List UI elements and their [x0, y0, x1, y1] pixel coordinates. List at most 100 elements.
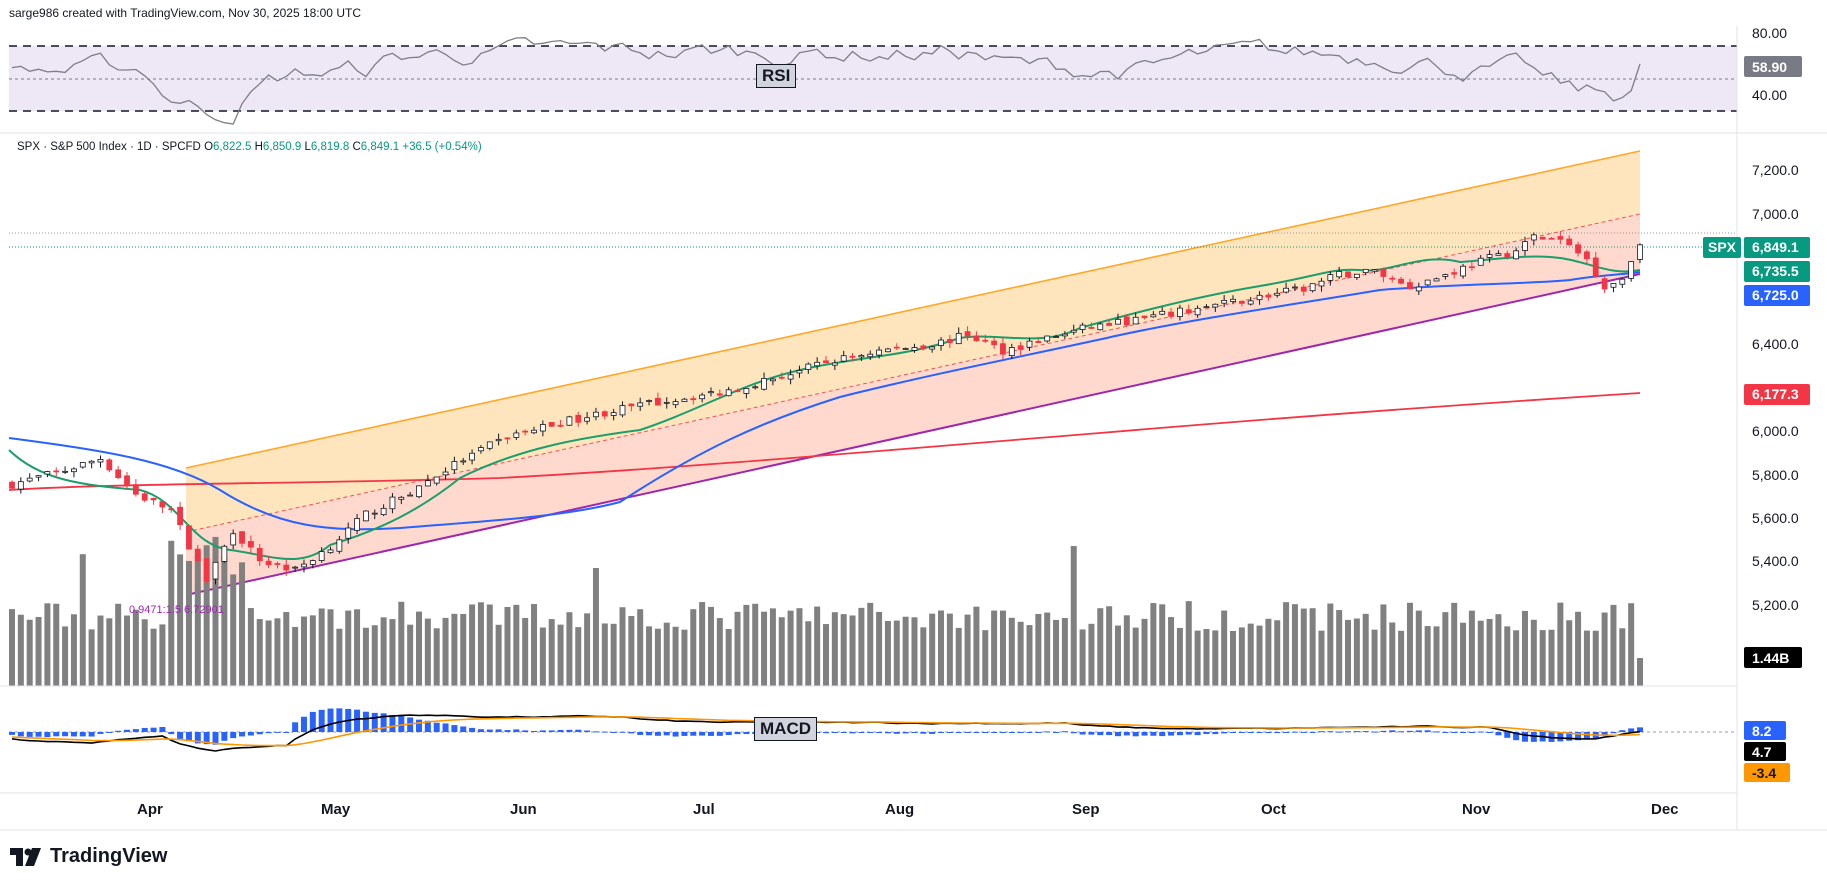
volume-bar [424, 618, 431, 686]
volume-bar [1389, 622, 1396, 686]
volume-bar [1008, 617, 1015, 686]
macd-histogram-bar [88, 732, 95, 737]
candle-body [1460, 265, 1466, 277]
volume-bar [371, 625, 378, 686]
candle-body [575, 414, 582, 423]
volume-bar [876, 611, 883, 686]
macd-histogram-bar [1106, 732, 1113, 736]
volume-bar [823, 624, 829, 686]
tradingview-logo[interactable]: TradingView [10, 845, 167, 868]
candle-body [1486, 254, 1493, 258]
volume-bar [1380, 604, 1387, 686]
chart-credit: sarge986 created with TradingView.com, N… [9, 6, 361, 20]
volume-bar [955, 627, 962, 686]
candle-body [53, 470, 60, 473]
macd-histogram-bar [1601, 732, 1608, 736]
volume-bar [1521, 610, 1528, 686]
macd-histogram-bar [831, 732, 838, 733]
candle-body [690, 398, 697, 401]
volume-bar [1424, 626, 1431, 686]
candle-body [177, 506, 184, 526]
candle-body [504, 437, 511, 440]
candle-body [1123, 316, 1130, 326]
volume-bar [1442, 612, 1449, 686]
volume-bar [1026, 625, 1033, 686]
volume-bar [592, 567, 599, 686]
candle-body [796, 370, 803, 374]
candle-body [380, 507, 387, 516]
volume-bars [9, 536, 1643, 686]
volume-bar [26, 619, 33, 686]
macd-histogram-bar [849, 732, 856, 734]
macd-line-tag: 4.7 [1744, 742, 1786, 761]
volume-bar [203, 545, 210, 686]
macd-histogram-bar [1247, 732, 1254, 733]
candle-body [716, 393, 723, 396]
volume-bar [177, 554, 184, 686]
volume-bar [1185, 601, 1192, 686]
channel-bottom-line [185, 273, 1641, 596]
macd-histogram-bar [1230, 732, 1236, 733]
macd-histogram-bar [495, 729, 502, 732]
volume-bar [1583, 630, 1590, 686]
macd-histogram-bar [327, 708, 334, 732]
candle-body [292, 566, 299, 569]
volume-bar [1451, 602, 1458, 686]
macd-histogram-bar [442, 723, 449, 732]
macd-histogram-bar [1291, 731, 1298, 733]
macd-histogram-bar [929, 732, 936, 734]
volume-bar [982, 630, 989, 686]
macd-histogram-bar [1327, 731, 1334, 733]
candle-body [1247, 300, 1254, 305]
volume-bar [911, 617, 918, 686]
volume-bar [44, 603, 51, 686]
candle-body [407, 494, 414, 497]
volume-bar [1327, 603, 1334, 686]
candle-body [593, 411, 599, 418]
candle-body [1557, 236, 1564, 240]
candle-body [247, 541, 254, 548]
macd-histogram-bar [1132, 732, 1139, 737]
macd-histogram-bar [1513, 732, 1520, 741]
volume-bar [1362, 613, 1369, 686]
candle-body [26, 477, 33, 482]
macd-histogram-bar [1521, 732, 1528, 742]
candle-body [1159, 310, 1166, 315]
volume-bar [1318, 630, 1325, 686]
macd-histogram-bar [97, 732, 104, 734]
candle-body [451, 461, 458, 471]
candle-body [212, 561, 219, 580]
macd-histogram-bar [858, 732, 865, 733]
candle-body [548, 421, 555, 427]
macd-histogram-bar [991, 732, 998, 733]
candle-body [1106, 322, 1113, 326]
macd-histogram-bar [247, 732, 254, 736]
macd-histogram-bar [79, 732, 86, 737]
volume-bar [1619, 628, 1626, 686]
svg-text:6,177.3: 6,177.3 [1752, 386, 1799, 402]
macd-histogram-bar [203, 732, 210, 745]
candle-body [1504, 253, 1511, 258]
candle-body [522, 430, 529, 433]
candle-body [336, 539, 343, 552]
macd-histogram-bar [1070, 732, 1077, 734]
candle-body [274, 563, 281, 565]
sma200-tag: 6,177.3 [1744, 384, 1810, 405]
candle-body [1132, 316, 1139, 325]
macd-histogram-bar [557, 729, 564, 732]
volume-bar [1017, 621, 1024, 686]
volume-bar [495, 624, 502, 686]
macd-histogram-bar [1079, 732, 1086, 735]
macd-histogram-bar [584, 730, 591, 732]
candle-body [1530, 234, 1537, 241]
volume-bar [1548, 629, 1555, 686]
candle-body [1274, 292, 1281, 296]
candle-body [141, 493, 148, 501]
volume-bar [168, 540, 175, 686]
volume-bar [1628, 603, 1635, 686]
volume-bar [1575, 611, 1582, 686]
macd-histogram-bar [902, 732, 909, 734]
time-axis-label: Dec [1651, 801, 1679, 818]
macd-histogram-bar [35, 732, 42, 737]
